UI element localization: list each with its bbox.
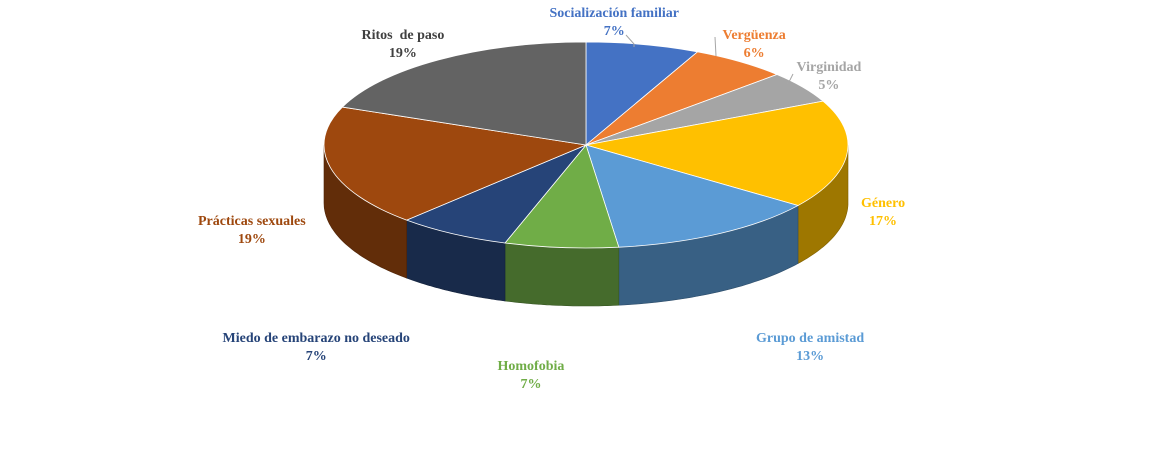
- data-label-percent: 7%: [603, 24, 625, 39]
- pie-side-homofobia: [504, 242, 620, 307]
- data-label-percent: 17%: [869, 214, 898, 229]
- data-label-percent: 13%: [796, 349, 825, 364]
- data-label-socializacion-familiar: Socialización familiar 7%: [550, 5, 679, 41]
- pie-side-walls: [323, 144, 849, 307]
- data-label-percent: 7%: [305, 349, 327, 364]
- pie-slice-socializacion-familiar: [585, 41, 699, 146]
- data-label-verguenza: Vergüenza 6%: [723, 27, 786, 63]
- leader-line-verguenza: [714, 36, 717, 57]
- pie-top-faces: [323, 41, 849, 249]
- data-label-genero: Género 17%: [861, 195, 905, 231]
- data-label-grupo-de-amistad: Grupo de amistad 13%: [756, 330, 864, 366]
- data-label-percent: 5%: [818, 78, 840, 93]
- data-label-category: Homofobia: [497, 359, 565, 374]
- pie-slice-homofobia: [504, 144, 620, 249]
- data-label-ritos-de-paso: Ritos de paso 19%: [362, 27, 445, 63]
- pie-slice-genero: [585, 100, 849, 206]
- data-label-homofobia: Homofobia 7%: [498, 358, 565, 394]
- data-label-percent: 19%: [388, 46, 417, 61]
- pie-slice-grupo-de-amistad: [585, 144, 800, 248]
- data-label-category: Género: [861, 196, 906, 211]
- pie-slice-practicas-sexuales: [323, 106, 588, 221]
- data-label-category: Prácticas sexuales: [198, 214, 306, 229]
- data-label-category: Ritos de paso: [361, 28, 445, 43]
- pie-slice-miedo-de-embarazo-no-deseado: [405, 144, 587, 244]
- data-label-percent: 7%: [520, 377, 542, 392]
- data-label-miedo-de-embarazo-no-deseado: Miedo de embarazo no deseado 7%: [223, 330, 410, 366]
- data-label-percent: 19%: [237, 232, 266, 247]
- data-label-practicas-sexuales: Prácticas sexuales 19%: [198, 213, 306, 249]
- data-label-percent: 6%: [743, 46, 765, 61]
- pie-slice-ritos-de-paso: [341, 41, 587, 146]
- data-label-category: Vergüenza: [722, 28, 786, 43]
- data-label-virginidad: Virginidad 5%: [797, 59, 862, 95]
- data-label-category: Grupo de amistad: [756, 331, 865, 346]
- leader-line-virginidad: [786, 73, 794, 85]
- data-label-category: Miedo de embarazo no deseado: [222, 331, 410, 346]
- leader-line-socializacion-familiar: [625, 34, 635, 47]
- data-label-category: Virginidad: [796, 60, 862, 75]
- data-label-category: Socialización familiar: [549, 6, 679, 21]
